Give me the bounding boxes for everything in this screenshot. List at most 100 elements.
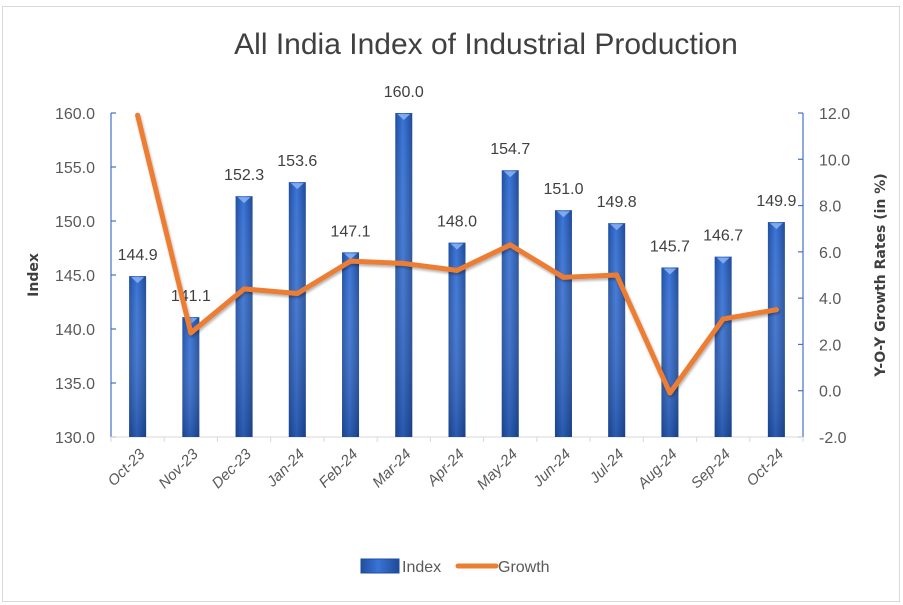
bar-data-label: 148.0: [437, 214, 477, 231]
growth-point-Nov-23[interactable]: [188, 330, 194, 336]
growth-point-May-24[interactable]: [507, 242, 513, 248]
x-tick-label: Feb-24: [316, 446, 362, 492]
bar-shade: [288, 182, 306, 437]
bar-Aug-24[interactable]: [661, 267, 679, 437]
right-tick-label: 0.0: [819, 384, 841, 401]
growth-point-Oct-23[interactable]: [135, 112, 141, 118]
right-y-axis: -2.0 0.0 2.0 4.0 6.0 8.0 10.0 12.0: [798, 106, 850, 447]
bar-shade: [554, 210, 572, 437]
growth-point-Sep-24[interactable]: [720, 316, 726, 322]
x-tick-label: May-24: [474, 446, 521, 493]
right-tick-label: -2.0: [819, 430, 847, 447]
bar-Jul-24[interactable]: [608, 223, 626, 437]
growth-point-Jan-24[interactable]: [294, 291, 300, 297]
x-tick-label: Oct-23: [105, 445, 149, 489]
bar-May-24[interactable]: [501, 170, 519, 438]
x-tick-label: Mar-24: [369, 446, 414, 491]
x-tick-label: Apr-24: [423, 446, 467, 490]
bar-shade: [342, 252, 360, 437]
legend-item-growth[interactable]: Growth: [455, 559, 550, 576]
bar-bevel: [716, 257, 730, 264]
x-tick-label: Jan-24: [263, 446, 308, 491]
right-tick-label: 8.0: [819, 199, 841, 216]
bar-Feb-24[interactable]: [342, 252, 360, 437]
bar-data-label: 149.9: [756, 193, 796, 210]
growth-point-Apr-24[interactable]: [454, 267, 460, 273]
index-data-labels: 144.9 141.1 152.3 153.6 147.1 160.0 148.0 154.7…: [118, 84, 797, 305]
bar-data-label: 153.6: [277, 153, 317, 170]
growth-point-Oct-24[interactable]: [773, 307, 779, 313]
bar-Nov-23[interactable]: [182, 317, 200, 437]
bar-bevel: [344, 253, 358, 260]
x-tick-label: Dec-23: [209, 445, 256, 492]
bar-shade: [235, 196, 253, 437]
left-tick-label: 145.0: [55, 268, 95, 285]
growth-point-Dec-23[interactable]: [241, 286, 247, 292]
right-axis-title: Y-O-Y Growth Rates (in %): [873, 173, 889, 377]
bar-Jun-24[interactable]: [554, 210, 572, 437]
growth-point-Aug-24[interactable]: [667, 390, 673, 396]
growth-point-Jul-24[interactable]: [614, 272, 620, 278]
bar-bevel: [556, 211, 570, 218]
legend-growth-label: Growth: [498, 559, 550, 576]
left-tick-label: 130.0: [55, 430, 95, 447]
bar-bevel: [663, 268, 677, 275]
left-tick-label: 155.0: [55, 160, 95, 177]
bar-shade: [767, 222, 785, 437]
bar-data-label: 144.9: [118, 247, 158, 264]
legend-item-index[interactable]: Index: [360, 558, 441, 576]
bar-bevel: [397, 114, 411, 120]
right-tick-label: 6.0: [819, 245, 841, 262]
bar-bevel: [290, 183, 304, 190]
x-tick-label: Jun-24: [529, 446, 574, 491]
x-axis: Oct-23 Nov-23 Dec-23 Jan-24 Feb-24 Mar-24 Apr-…: [105, 436, 804, 493]
bar-Jan-24[interactable]: [288, 182, 306, 437]
bar-Mar-24[interactable]: [395, 113, 413, 437]
bar-data-label: 154.7: [490, 141, 530, 158]
left-tick-label: 135.0: [55, 376, 95, 393]
legend-index-swatch: [360, 558, 400, 574]
bar-data-label: 152.3: [224, 167, 264, 184]
bar-shade: [714, 256, 732, 437]
bar-Sep-24[interactable]: [714, 256, 732, 437]
growth-line-series: [135, 112, 779, 396]
bar-bevel: [131, 277, 145, 284]
left-tick-label: 140.0: [55, 322, 95, 339]
right-tick-label: 12.0: [819, 106, 850, 123]
chart-title: All India Index of Industrial Production: [234, 28, 738, 61]
bar-data-label: 141.1: [171, 288, 211, 305]
bar-shade: [182, 317, 200, 437]
bar-data-label: 145.7: [650, 238, 690, 255]
x-tick-label: Nov-23: [155, 445, 202, 492]
x-tick-label: Sep-24: [688, 446, 734, 492]
bar-bevel: [610, 224, 624, 231]
bar-shade: [129, 276, 147, 437]
bar-Dec-23[interactable]: [235, 196, 253, 437]
bar-Oct-24[interactable]: [767, 222, 785, 437]
x-tick-label: Jul-24: [586, 446, 628, 488]
bar-data-label: 146.7: [703, 228, 743, 245]
index-bars: [129, 113, 785, 438]
left-axis-title: Index: [26, 253, 42, 297]
growth-point-Mar-24[interactable]: [401, 260, 407, 266]
bar-bevel: [769, 223, 783, 230]
x-tick-label: Oct-24: [743, 446, 787, 490]
left-tick-label: 160.0: [55, 106, 95, 123]
legend: Index Growth: [360, 558, 550, 576]
right-tick-label: 10.0: [819, 152, 850, 169]
bar-bevel: [237, 197, 251, 204]
bar-data-label: 160.0: [384, 84, 424, 101]
bar-data-label: 149.8: [597, 194, 637, 211]
bar-shade: [608, 223, 626, 437]
bar-Oct-23[interactable]: [129, 276, 147, 437]
growth-point-Feb-24[interactable]: [348, 258, 354, 264]
bar-shade: [501, 170, 519, 438]
bar-shade: [448, 242, 466, 437]
legend-index-label: Index: [402, 559, 441, 576]
growth-point-Jun-24[interactable]: [560, 274, 566, 280]
bar-shade: [395, 113, 413, 437]
bar-shade: [661, 267, 679, 437]
bar-Apr-24[interactable]: [448, 242, 466, 437]
left-tick-label: 150.0: [55, 214, 95, 231]
